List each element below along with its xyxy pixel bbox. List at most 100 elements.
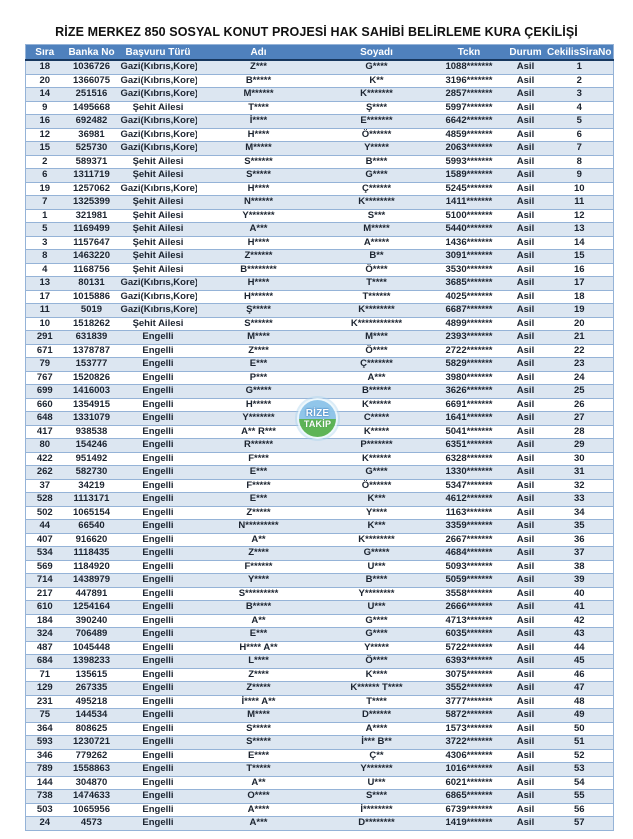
table-cell: Y**** xyxy=(196,573,321,588)
table-cell: Asil xyxy=(505,263,546,277)
table-cell: 21 xyxy=(545,330,614,345)
table-cell: 5993******* xyxy=(432,155,506,169)
table-cell: Asil xyxy=(505,128,546,142)
table-cell: Engelli xyxy=(119,492,197,507)
table-cell: 56 xyxy=(545,803,614,817)
table-cell: 251516 xyxy=(63,87,120,102)
table-cell: Asil xyxy=(505,398,546,412)
table-cell: K**** xyxy=(320,668,433,682)
table-cell: Engelli xyxy=(119,560,197,574)
table-cell: Asil xyxy=(505,573,546,588)
table-cell: 6 xyxy=(545,128,614,142)
table-cell: 660 xyxy=(25,398,64,412)
table-cell: 16 xyxy=(545,263,614,277)
table-cell: 32 xyxy=(545,479,614,493)
table-cell: 2666******* xyxy=(432,600,506,615)
table-cell: P*** xyxy=(196,371,321,385)
table-cell: 31 xyxy=(545,465,614,480)
table-cell: 5872******* xyxy=(432,708,506,723)
table-cell: D******** xyxy=(320,816,433,831)
table-cell: Asil xyxy=(505,627,546,642)
table-row: 24 4573 Engelli A*** D******** 1419******* Asi… xyxy=(25,816,614,831)
table-cell: 79 xyxy=(25,357,64,372)
table-cell: Gazi(Kıbrıs,Kore) xyxy=(119,114,197,129)
table-row: 80 154246 Engelli R****** P******* 6351******… xyxy=(25,438,614,453)
table-cell: Gazi(Kıbrıs,Kore) xyxy=(119,87,197,102)
table-cell: 19 xyxy=(25,182,64,196)
table-cell: E******* xyxy=(320,114,433,129)
table-cell: F**** xyxy=(196,452,321,466)
table-cell: Engelli xyxy=(119,506,197,520)
table-cell: U*** xyxy=(320,600,433,615)
table-cell: 1474633 xyxy=(63,789,120,804)
table-cell: 1354915 xyxy=(63,398,120,412)
table-cell: A** xyxy=(196,533,321,547)
table-cell: İ**** xyxy=(196,114,321,129)
table-cell: A** xyxy=(196,776,321,790)
table-cell: 19 xyxy=(545,303,614,318)
table-cell: Asil xyxy=(505,168,546,183)
column-header: Soyadı xyxy=(320,44,433,61)
table-cell: Asil xyxy=(505,762,546,777)
table-cell: 4612******* xyxy=(432,492,506,507)
table-body: 18 1036726 Gazi(Kıbrıs,Kore) Z*** G**** 1088*… xyxy=(25,60,614,831)
table-cell: 36981 xyxy=(63,128,120,142)
table-cell: 48 xyxy=(545,695,614,709)
table-cell: 487 xyxy=(25,641,64,655)
table-cell: Engelli xyxy=(119,627,197,642)
table-cell: 610 xyxy=(25,600,64,615)
table-cell: Gazi(Kıbrıs,Kore) xyxy=(119,276,197,291)
table-cell: Asil xyxy=(505,384,546,399)
table-cell: A*** xyxy=(196,222,321,237)
table-row: 671 1378787 Engelli Z**** Ö**** 2722******* As… xyxy=(25,344,614,358)
table-cell: 321981 xyxy=(63,209,120,223)
table-cell: Asil xyxy=(505,546,546,561)
table-cell: T***** xyxy=(196,762,321,777)
table-cell: 3 xyxy=(25,236,64,250)
table-cell: 52 xyxy=(545,749,614,763)
table-cell: 47 xyxy=(545,681,614,696)
table-row: 610 1254164 Engelli B***** U*** 2666******* As… xyxy=(25,600,614,615)
table-cell: D****** xyxy=(320,708,433,723)
table-cell: 50 xyxy=(545,722,614,736)
table-cell: T**** xyxy=(320,276,433,291)
table-cell: Engelli xyxy=(119,371,197,385)
table-cell: Asil xyxy=(505,141,546,156)
table-cell: 938538 xyxy=(63,425,120,439)
table-cell: 1184920 xyxy=(63,560,120,574)
table-cell: 789 xyxy=(25,762,64,777)
table-cell: Engelli xyxy=(119,357,197,372)
table-cell: 2393******* xyxy=(432,330,506,345)
table-cell: 1518262 xyxy=(63,317,120,331)
kura-results-table: Sıra Banka No Başvuru Türü Adı Soyadı Tckn Dur… xyxy=(25,44,614,831)
table-cell: 13 xyxy=(545,222,614,237)
table-cell: 3722******* xyxy=(432,735,506,750)
table-cell: 1331079 xyxy=(63,411,120,426)
table-row: 9 1495668 Şehit Ailesi T**** Ş**** 5997******… xyxy=(25,101,614,115)
table-cell: Asil xyxy=(505,465,546,480)
table-row: 144 304870 Engelli A** U*** 6021******* Asil 54 xyxy=(25,776,614,790)
table-cell: Asil xyxy=(505,587,546,601)
table-cell: Engelli xyxy=(119,344,197,358)
table-cell: Engelli xyxy=(119,330,197,345)
table-cell: Şehit Ailesi xyxy=(119,209,197,223)
table-cell: 4859******* xyxy=(432,128,506,142)
table-cell: 36 xyxy=(545,533,614,547)
table-row: 569 1184920 Engelli F****** U*** 5093******* A… xyxy=(25,560,614,574)
table-row: 767 1520826 Engelli P*** A*** 3980******* Asil… xyxy=(25,371,614,385)
table-cell: 20 xyxy=(25,74,64,88)
table-row: 10 1518262 Şehit Ailesi S****** K***********… xyxy=(25,317,614,331)
table-row: 422 951492 Engelli F**** K****** 6328******* A… xyxy=(25,452,614,466)
table-row: 2 589371 Şehit Ailesi S****** B**** 5993*****… xyxy=(25,155,614,169)
table-cell: Şehit Ailesi xyxy=(119,155,197,169)
table-cell: Engelli xyxy=(119,533,197,547)
table-cell: C***** xyxy=(320,411,433,426)
table-cell: 4713******* xyxy=(432,614,506,628)
table-cell: 10 xyxy=(545,182,614,196)
table-cell: 262 xyxy=(25,465,64,480)
table-cell: 18 xyxy=(25,60,64,75)
table-cell: 12 xyxy=(545,209,614,223)
table-cell: 8 xyxy=(25,249,64,264)
table-cell: 951492 xyxy=(63,452,120,466)
table-cell: 26 xyxy=(545,398,614,412)
